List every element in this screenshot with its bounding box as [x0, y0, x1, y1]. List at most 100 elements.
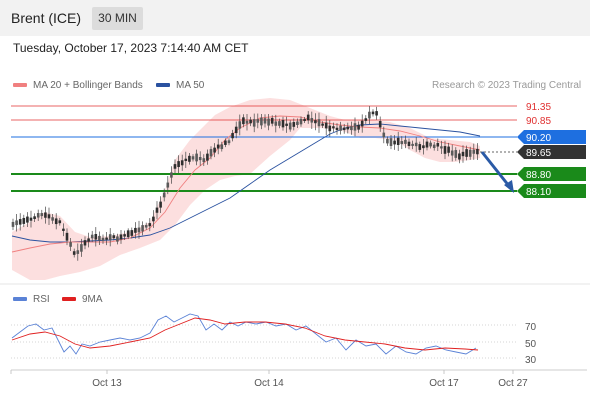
candle-body: [162, 192, 166, 198]
last-price-label: 89.65: [526, 148, 551, 159]
candle-body: [404, 139, 407, 144]
candle-body: [90, 234, 94, 239]
x-label-0: Oct 13: [92, 378, 122, 389]
candle-body: [184, 158, 188, 162]
candle-body: [234, 126, 238, 134]
candle-body: [69, 242, 72, 247]
support-label-1: 88.80: [526, 170, 551, 181]
candle-body: [98, 235, 101, 241]
candle-body: [155, 207, 159, 213]
chart-panel: [0, 36, 590, 400]
candle-body: [188, 155, 191, 162]
candle-body: [422, 145, 425, 149]
support-tag-1: [517, 167, 586, 181]
candle-body: [429, 142, 432, 147]
candle-body: [87, 238, 90, 242]
candle-body: [238, 121, 242, 129]
candle-body: [26, 216, 29, 223]
candle-body: [123, 234, 126, 237]
candle-body: [141, 225, 144, 232]
candle-body: [407, 141, 411, 146]
candle-body: [231, 133, 234, 139]
candle-body: [170, 172, 173, 178]
candle-body: [332, 126, 335, 129]
rsi-tick-30: 30: [525, 355, 537, 366]
candle-body: [368, 111, 371, 119]
candle-body: [278, 121, 281, 126]
x-label-2: Oct 17: [429, 378, 459, 389]
rsi-ma-legend-label: 9MA: [82, 294, 103, 305]
candle-body: [472, 149, 476, 154]
candle-body: [15, 220, 18, 226]
candle-body: [458, 153, 461, 160]
legend-ma50-label: MA 50: [176, 80, 205, 91]
candle-body: [270, 117, 274, 124]
candle-body: [411, 143, 414, 146]
candle-body: [173, 164, 177, 169]
candle-body: [177, 161, 180, 168]
forecast-arrow: [480, 151, 511, 187]
candle-body: [44, 212, 47, 218]
candle-body: [206, 153, 209, 161]
candle-body: [321, 123, 324, 126]
candle-body: [65, 232, 69, 241]
candle-body: [198, 157, 202, 161]
candle-body: [310, 117, 314, 123]
timeframe-button[interactable]: 30 MIN: [92, 7, 143, 30]
resistance-label-2: 90.85: [526, 116, 551, 127]
candle-body: [360, 120, 364, 127]
candle-body: [191, 156, 195, 160]
candle-body: [303, 119, 306, 122]
legend-ma50: MA 50: [156, 80, 204, 91]
candle-body: [166, 182, 170, 188]
legend-ma20: MA 20 + Bollinger Bands: [13, 80, 143, 91]
rsi-legend-label: RSI: [33, 294, 50, 305]
candle-body: [76, 250, 80, 254]
candle-body: [195, 153, 198, 162]
candle-body: [94, 234, 98, 240]
candle-body: [18, 219, 22, 225]
candle-body: [126, 230, 130, 238]
candle-body: [202, 158, 206, 163]
candle-body: [101, 237, 105, 241]
candle-body: [425, 141, 429, 148]
candle-body: [47, 214, 51, 219]
candle-body: [256, 119, 260, 123]
candle-body: [148, 223, 152, 227]
ma20-swatch: [13, 83, 27, 88]
candle-body: [375, 111, 378, 116]
candle-body: [342, 127, 346, 131]
candle-body: [152, 216, 155, 222]
candle-body: [119, 234, 123, 240]
candle-body: [371, 111, 375, 115]
candle-body: [116, 236, 119, 242]
candle-body: [436, 143, 440, 147]
candle-body: [249, 119, 252, 124]
candle-body: [440, 146, 443, 149]
rsi-tick-50: 50: [525, 339, 537, 350]
candle-body: [299, 118, 303, 125]
candle-body: [209, 149, 213, 157]
candle-body: [112, 235, 116, 239]
resistance-label-1: 91.35: [526, 102, 551, 113]
instrument-title: Brent (ICE): [11, 10, 82, 26]
candle-body: [263, 118, 267, 124]
candle-body: [378, 121, 382, 128]
candle-body: [134, 227, 137, 233]
candle-body: [450, 150, 454, 156]
candle-body: [245, 120, 249, 124]
candle-body: [418, 144, 422, 150]
candle-body: [306, 114, 310, 121]
candle-body: [108, 234, 112, 241]
rsi-ma-swatch: [62, 297, 76, 301]
candle-body: [62, 228, 65, 231]
candle-body: [292, 122, 296, 127]
pivot-tag: [517, 130, 586, 144]
candle-body: [267, 118, 270, 126]
candle-body: [130, 230, 134, 236]
candle-body: [324, 122, 328, 129]
candle-body: [242, 117, 245, 125]
forecast-arrowhead: [504, 180, 514, 193]
candle-body: [281, 120, 285, 128]
